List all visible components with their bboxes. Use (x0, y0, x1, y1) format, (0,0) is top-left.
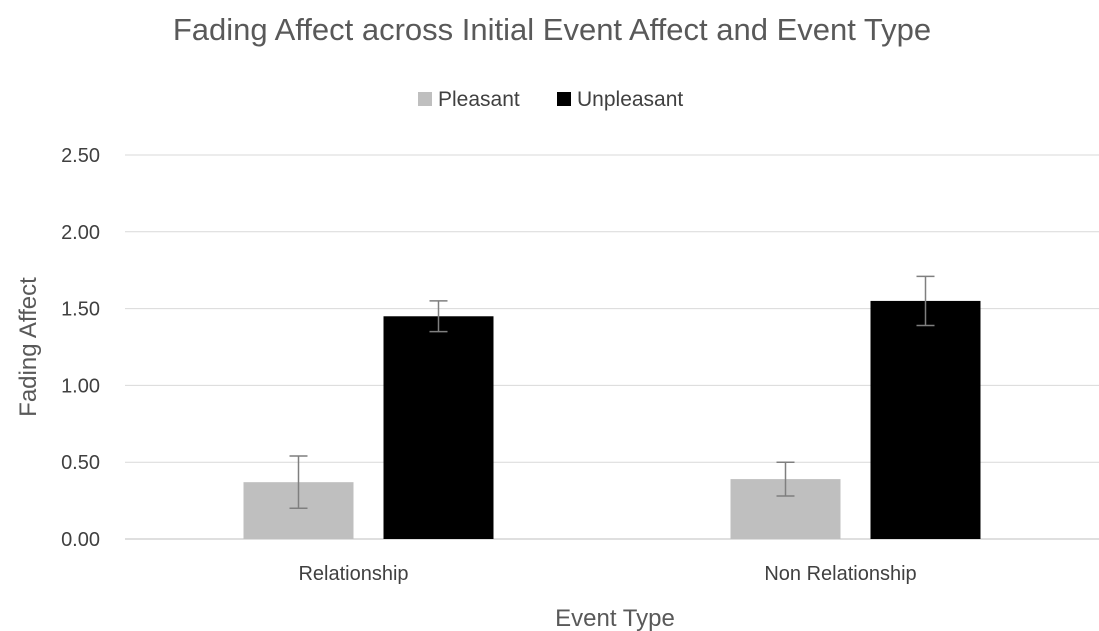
legend: Pleasant Unpleasant (418, 88, 683, 111)
y-axis-title: Fading Affect (15, 277, 42, 417)
chart-title: Fading Affect across Initial Event Affec… (173, 12, 931, 47)
y-tick-label: 0.00 (61, 529, 100, 551)
error-bar (916, 275, 935, 327)
bars (243, 300, 981, 539)
y-tick-label: 1.00 (61, 375, 100, 397)
error-bars (289, 275, 935, 510)
x-category-label: Relationship (298, 563, 408, 585)
bar-unpleasant-1 (870, 300, 981, 539)
y-tick-label: 2.50 (61, 145, 100, 167)
x-axis-title: Event Type (555, 605, 675, 631)
y-axis-ticks: 0.00 0.50 1.00 1.50 2.00 2.50 (61, 145, 100, 551)
error-bar (429, 300, 448, 333)
legend-label-unpleasant: Unpleasant (577, 88, 683, 111)
error-bar (289, 455, 308, 510)
legend-swatch-unpleasant (557, 92, 571, 106)
y-tick-label: 2.00 (61, 222, 100, 244)
y-tick-label: 0.50 (61, 452, 100, 474)
y-tick-label: 1.50 (61, 299, 100, 321)
legend-label-pleasant: Pleasant (438, 88, 520, 111)
error-bar (776, 461, 795, 497)
legend-swatch-pleasant (418, 92, 432, 106)
bar-unpleasant-0 (383, 316, 494, 539)
x-category-label: Non Relationship (764, 563, 916, 585)
x-axis-categories: Relationship Non Relationship (298, 563, 916, 585)
